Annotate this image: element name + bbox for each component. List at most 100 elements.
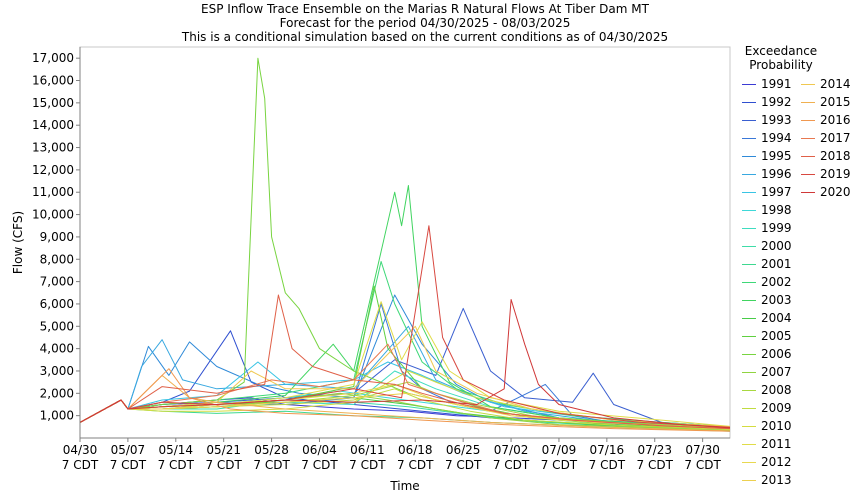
series-line-2019 <box>79 225 731 428</box>
x-tick-label-date: 07/02 <box>494 443 529 457</box>
legend-entries: 1991 1992 1993 1994 1995 1996 1997 1998 1999 2000… <box>738 75 850 489</box>
legend-label: 1998 <box>761 203 792 217</box>
x-tick-label-time: 7 CDT <box>493 458 530 472</box>
legend-column-2: 2014 2015 2016 2017 2018 2019 2020 <box>797 75 850 489</box>
y-tick-label: 1,000 <box>40 409 74 423</box>
legend-item-2019: 2019 <box>797 165 850 183</box>
x-tick-label-time: 7 CDT <box>445 458 482 472</box>
x-tick-label-time: 7 CDT <box>397 458 434 472</box>
legend-label: 1996 <box>761 167 792 181</box>
legend-label: 1997 <box>761 185 792 199</box>
legend-label: 2000 <box>761 239 792 253</box>
legend-swatch <box>801 191 815 193</box>
legend-item-1999: 1999 <box>738 219 797 237</box>
legend-item-1995: 1995 <box>738 147 797 165</box>
y-tick-label: 6,000 <box>40 297 74 311</box>
legend-label: 2011 <box>761 437 792 451</box>
legend-swatch <box>742 335 756 337</box>
y-tick-label: 9,000 <box>40 230 74 244</box>
x-tick-label-date: 05/21 <box>206 443 241 457</box>
legend-item-2013: 2013 <box>738 471 797 489</box>
legend-item-1991: 1991 <box>738 75 797 93</box>
legend-swatch <box>801 137 815 139</box>
y-tick-label: 13,000 <box>32 141 74 155</box>
legend-label: 2007 <box>761 365 792 379</box>
legend-swatch <box>801 83 815 85</box>
legend: Exceedance Probability 1991 1992 1993 1994 1… <box>738 44 850 489</box>
y-tick-label: 12,000 <box>32 163 74 177</box>
legend-item-2020: 2020 <box>797 183 850 201</box>
x-tick-label-date: 05/07 <box>111 443 146 457</box>
legend-item-2015: 2015 <box>797 93 850 111</box>
y-tick-label: 15,000 <box>32 96 74 110</box>
legend-label: 2006 <box>761 347 792 361</box>
legend-swatch <box>742 353 756 355</box>
x-tick-label-time: 7 CDT <box>62 458 99 472</box>
x-tick-label-date: 06/11 <box>350 443 385 457</box>
x-tick-label-time: 7 CDT <box>253 458 290 472</box>
legend-label: 2004 <box>761 311 792 325</box>
x-tick-label-date: 07/16 <box>590 443 625 457</box>
legend-swatch <box>742 461 756 463</box>
legend-swatch <box>742 227 756 229</box>
y-tick-label: 11,000 <box>32 185 74 199</box>
y-tick-label: 16,000 <box>32 74 74 88</box>
legend-swatch <box>742 479 756 481</box>
chart-subtitle-period: Forecast for the period 04/30/2025 - 08/… <box>279 16 571 30</box>
legend-swatch <box>742 191 756 193</box>
legend-item-2004: 2004 <box>738 309 797 327</box>
legend-label: 1999 <box>761 221 792 235</box>
x-axis-label: Time <box>389 479 419 493</box>
legend-item-2010: 2010 <box>738 417 797 435</box>
legend-item-2001: 2001 <box>738 255 797 273</box>
legend-label: 1993 <box>761 113 792 127</box>
y-tick-label: 2,000 <box>40 386 74 400</box>
x-tick-label-time: 7 CDT <box>684 458 721 472</box>
legend-item-2002: 2002 <box>738 273 797 291</box>
legend-label: 2013 <box>761 473 792 487</box>
legend-label: 2017 <box>820 131 850 145</box>
legend-label: 1995 <box>761 149 792 163</box>
legend-swatch <box>801 101 815 103</box>
legend-label: 2008 <box>761 383 792 397</box>
legend-swatch <box>742 299 756 301</box>
legend-item-2007: 2007 <box>738 363 797 381</box>
legend-label: 2002 <box>761 275 792 289</box>
legend-label: 2003 <box>761 293 792 307</box>
x-tick-label-time: 7 CDT <box>637 458 674 472</box>
x-tick-label-date: 07/23 <box>637 443 672 457</box>
x-tick-label-time: 7 CDT <box>349 458 386 472</box>
legend-swatch <box>742 173 756 175</box>
legend-label: 2014 <box>820 77 850 91</box>
legend-title-line2: Probability <box>749 58 813 72</box>
legend-item-2012: 2012 <box>738 453 797 471</box>
legend-label: 2009 <box>761 401 792 415</box>
chart-title: ESP Inflow Trace Ensemble on the Marias … <box>201 2 649 16</box>
legend-item-2005: 2005 <box>738 327 797 345</box>
legend-swatch <box>742 119 756 121</box>
legend-item-2008: 2008 <box>738 381 797 399</box>
legend-title-line1: Exceedance <box>744 44 818 58</box>
y-tick-label: 17,000 <box>32 51 74 65</box>
legend-item-2003: 2003 <box>738 291 797 309</box>
y-tick-label: 4,000 <box>40 342 74 356</box>
legend-label: 1991 <box>761 77 792 91</box>
legend-swatch <box>742 245 756 247</box>
series-line-2018 <box>79 294 731 430</box>
legend-swatch <box>742 209 756 211</box>
legend-label: 2015 <box>820 95 850 109</box>
legend-swatch <box>742 281 756 283</box>
legend-item-1996: 1996 <box>738 165 797 183</box>
x-tick-label-time: 7 CDT <box>205 458 242 472</box>
x-tick-label-date: 05/14 <box>158 443 193 457</box>
legend-label: 2001 <box>761 257 792 271</box>
x-tick-label-time: 7 CDT <box>301 458 338 472</box>
x-tick-label-date: 06/18 <box>398 443 433 457</box>
legend-swatch <box>742 83 756 85</box>
series-line-2020 <box>79 299 731 429</box>
legend-swatch <box>742 155 756 157</box>
x-tick-label-time: 7 CDT <box>589 458 626 472</box>
legend-swatch <box>742 425 756 427</box>
legend-label: 2020 <box>820 185 850 199</box>
